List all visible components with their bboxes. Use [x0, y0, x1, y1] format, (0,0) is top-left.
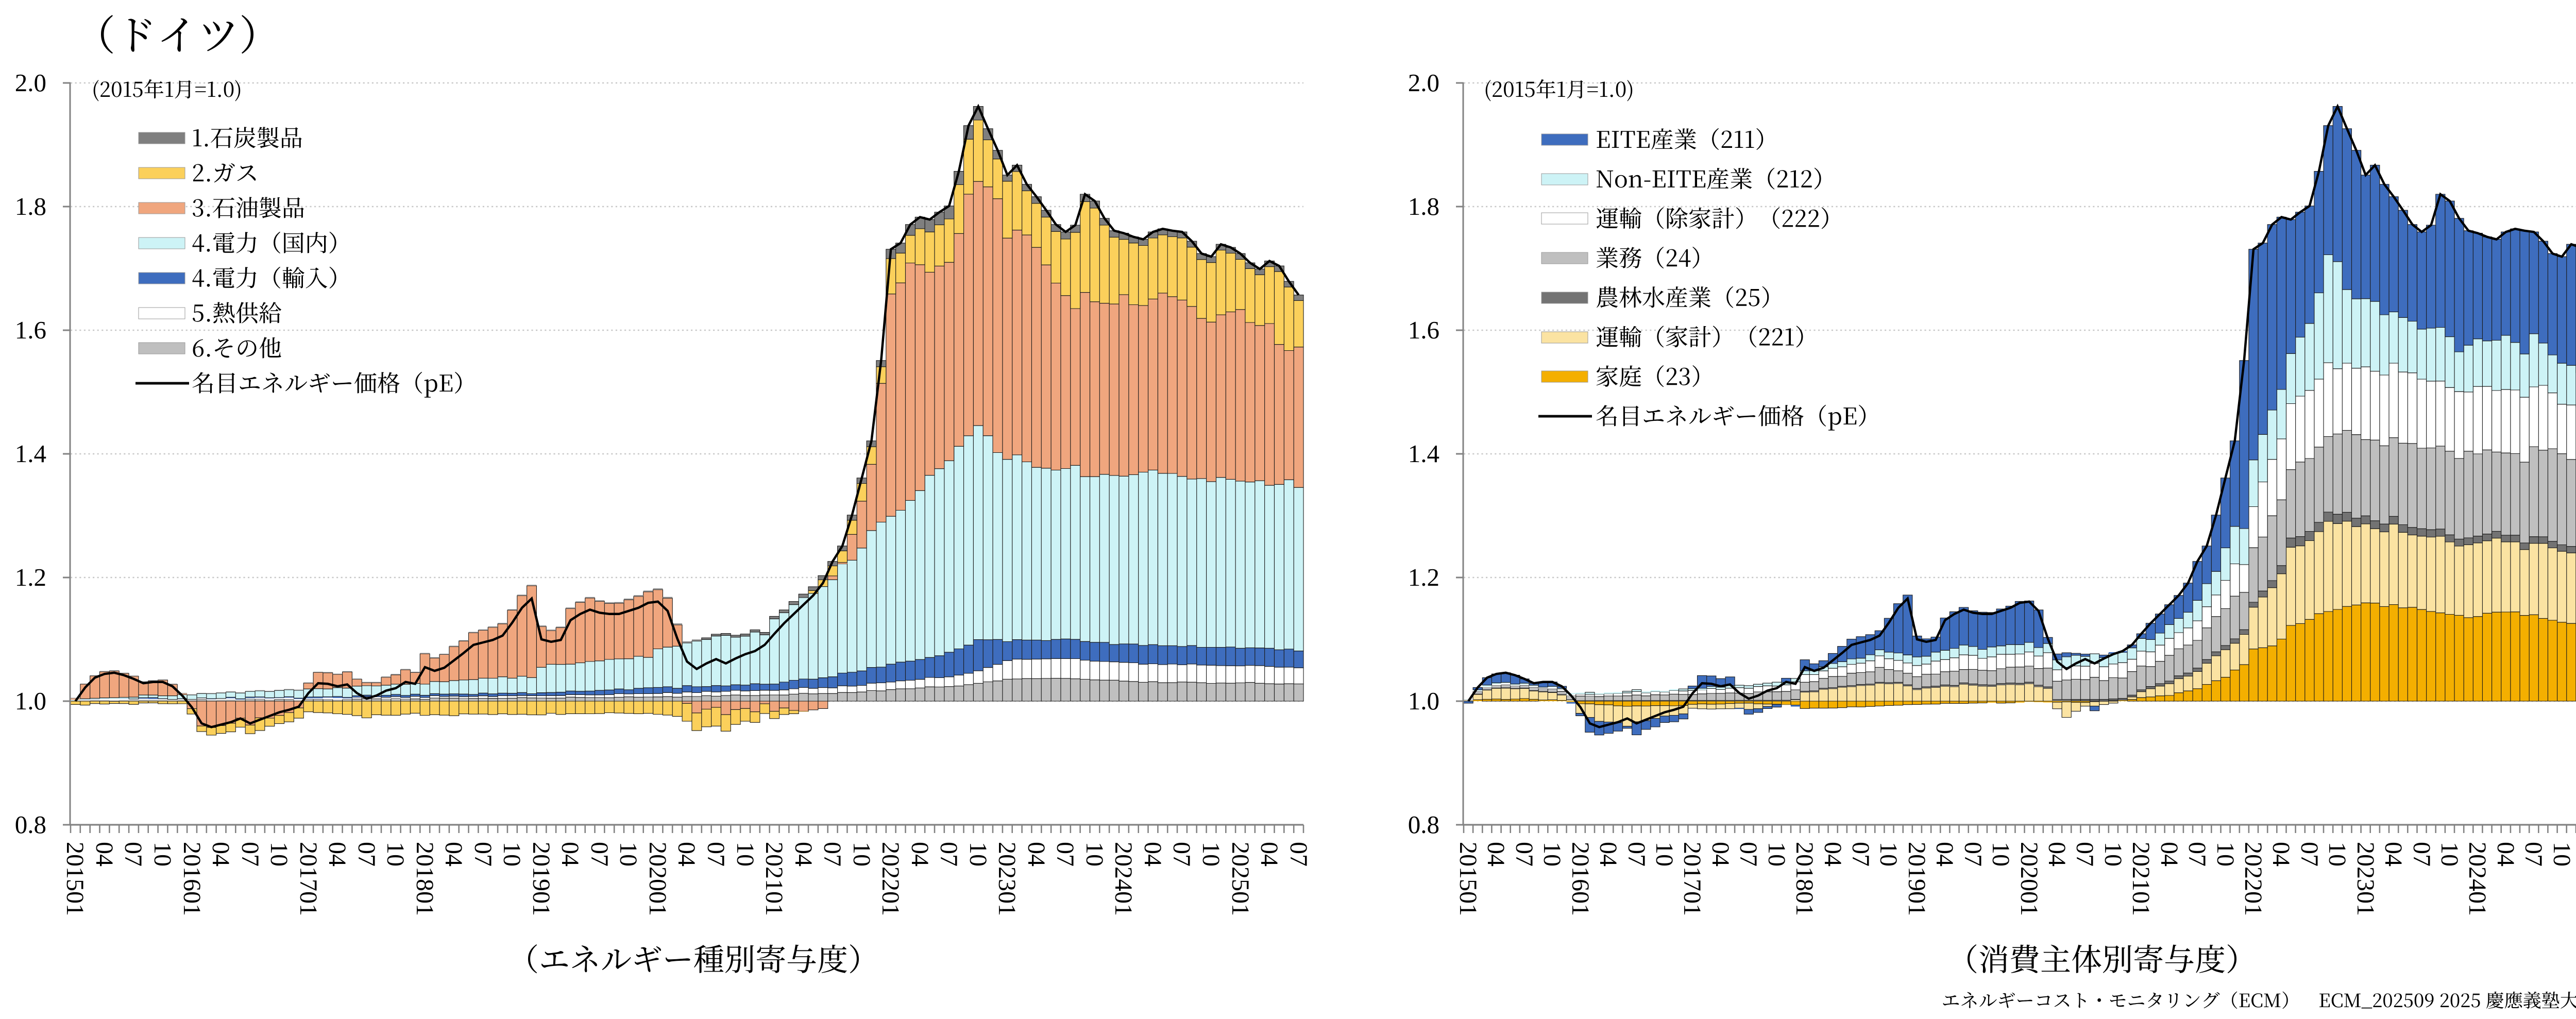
svg-text:1.0: 1.0 — [1408, 687, 1439, 715]
svg-text:04: 04 — [1931, 842, 1958, 867]
svg-text:04: 04 — [440, 842, 467, 867]
svg-text:201501: 201501 — [1454, 842, 1482, 916]
svg-text:10: 10 — [615, 842, 642, 867]
svg-text:07: 07 — [353, 842, 380, 867]
svg-text:04: 04 — [1023, 842, 1050, 867]
svg-text:201601: 201601 — [1567, 842, 1594, 916]
svg-text:07: 07 — [1052, 842, 1079, 867]
svg-text:04: 04 — [556, 842, 584, 867]
svg-text:10: 10 — [1651, 842, 1678, 867]
svg-text:0.8: 0.8 — [1408, 810, 1439, 839]
svg-text:201901: 201901 — [1903, 842, 1930, 916]
svg-text:10: 10 — [2436, 842, 2463, 867]
svg-text:10: 10 — [848, 842, 875, 867]
svg-text:07: 07 — [2071, 842, 2098, 867]
svg-text:1.2: 1.2 — [15, 563, 46, 591]
svg-text:202101: 202101 — [2127, 842, 2155, 916]
svg-text:07: 07 — [1735, 842, 1762, 867]
svg-text:10: 10 — [382, 842, 409, 867]
svg-text:1.8: 1.8 — [15, 192, 46, 220]
svg-text:201901: 201901 — [528, 842, 555, 916]
svg-text:10: 10 — [2548, 842, 2575, 867]
svg-text:07: 07 — [120, 842, 147, 867]
svg-text:04: 04 — [1139, 842, 1166, 867]
svg-text:07: 07 — [1959, 842, 1987, 867]
svg-text:07: 07 — [935, 842, 962, 867]
svg-text:10: 10 — [265, 842, 293, 867]
svg-text:04: 04 — [207, 842, 234, 867]
svg-text:202301: 202301 — [2352, 842, 2379, 916]
svg-text:07: 07 — [1511, 842, 1538, 867]
svg-text:04: 04 — [2267, 842, 2295, 867]
svg-text:10: 10 — [964, 842, 992, 867]
svg-text:1.6: 1.6 — [15, 316, 46, 344]
svg-text:04: 04 — [1595, 842, 1622, 867]
svg-text:202201: 202201 — [2240, 842, 2267, 916]
svg-text:04: 04 — [2492, 842, 2519, 867]
svg-text:04: 04 — [91, 842, 118, 867]
svg-text:10: 10 — [1763, 842, 1790, 867]
svg-text:10: 10 — [149, 842, 176, 867]
svg-text:10: 10 — [1197, 842, 1225, 867]
svg-text:07: 07 — [2408, 842, 2435, 867]
svg-text:10: 10 — [1081, 842, 1108, 867]
svg-text:202001: 202001 — [644, 842, 671, 916]
svg-text:10: 10 — [2324, 842, 2351, 867]
svg-text:201601: 201601 — [178, 842, 206, 916]
svg-text:2.0: 2.0 — [1408, 69, 1439, 97]
svg-text:201501: 201501 — [61, 842, 89, 916]
svg-text:202201: 202201 — [877, 842, 904, 916]
svg-text:04: 04 — [2380, 842, 2407, 867]
svg-text:10: 10 — [1538, 842, 1566, 867]
svg-text:04: 04 — [906, 842, 934, 867]
svg-text:1.6: 1.6 — [1408, 316, 1439, 344]
svg-text:202401: 202401 — [2464, 842, 2491, 916]
svg-text:202301: 202301 — [993, 842, 1021, 916]
svg-text:202501: 202501 — [1227, 842, 1254, 916]
svg-text:201701: 201701 — [1679, 842, 1706, 916]
svg-text:10: 10 — [498, 842, 526, 867]
svg-text:1.0: 1.0 — [15, 687, 46, 715]
svg-text:04: 04 — [2156, 842, 2183, 867]
svg-text:10: 10 — [1875, 842, 1902, 867]
svg-text:201801: 201801 — [411, 842, 438, 916]
svg-text:04: 04 — [673, 842, 700, 867]
svg-text:10: 10 — [2099, 842, 2127, 867]
svg-text:07: 07 — [2183, 842, 2211, 867]
svg-text:10: 10 — [2212, 842, 2239, 867]
svg-text:04: 04 — [1482, 842, 1510, 867]
svg-text:04: 04 — [790, 842, 817, 867]
svg-text:07: 07 — [819, 842, 846, 867]
svg-text:07: 07 — [586, 842, 613, 867]
svg-text:07: 07 — [1285, 842, 1312, 867]
svg-text:04: 04 — [2043, 842, 2071, 867]
svg-text:2.0: 2.0 — [15, 69, 46, 97]
svg-text:0.8: 0.8 — [15, 810, 46, 839]
svg-text:07: 07 — [702, 842, 730, 867]
svg-text:07: 07 — [1623, 842, 1650, 867]
svg-text:10: 10 — [1987, 842, 2014, 867]
svg-text:10: 10 — [732, 842, 759, 867]
svg-text:201801: 201801 — [1791, 842, 1818, 916]
svg-text:07: 07 — [1168, 842, 1195, 867]
svg-text:04: 04 — [1256, 842, 1283, 867]
svg-text:201701: 201701 — [295, 842, 322, 916]
svg-text:1.8: 1.8 — [1408, 192, 1439, 220]
svg-text:07: 07 — [236, 842, 264, 867]
svg-text:07: 07 — [2520, 842, 2547, 867]
svg-text:1.2: 1.2 — [1408, 563, 1439, 591]
svg-text:07: 07 — [469, 842, 497, 867]
svg-text:1.4: 1.4 — [15, 439, 46, 468]
svg-text:202101: 202101 — [760, 842, 788, 916]
svg-text:202001: 202001 — [2015, 842, 2043, 916]
svg-text:04: 04 — [1819, 842, 1846, 867]
svg-text:07: 07 — [2296, 842, 2323, 867]
svg-text:202401: 202401 — [1110, 842, 1137, 916]
svg-text:1.4: 1.4 — [1408, 439, 1439, 468]
svg-text:04: 04 — [1707, 842, 1734, 867]
svg-text:07: 07 — [1847, 842, 1874, 867]
svg-text:04: 04 — [324, 842, 351, 867]
